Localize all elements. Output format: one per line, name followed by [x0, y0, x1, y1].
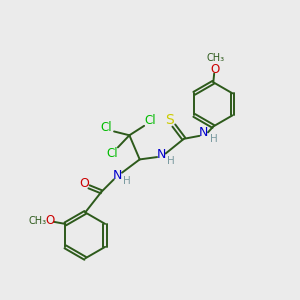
Text: N: N — [113, 169, 122, 182]
Text: Cl: Cl — [100, 122, 112, 134]
Text: Cl: Cl — [106, 147, 118, 160]
Text: N: N — [157, 148, 167, 161]
Text: O: O — [210, 63, 219, 76]
Text: O: O — [45, 214, 55, 227]
Text: H: H — [167, 156, 175, 166]
Text: N: N — [199, 126, 208, 140]
Text: CH₃: CH₃ — [28, 216, 47, 226]
Text: Cl: Cl — [144, 114, 156, 127]
Text: H: H — [210, 134, 218, 144]
Text: CH₃: CH₃ — [206, 52, 224, 62]
Text: S: S — [165, 113, 173, 127]
Text: O: O — [80, 177, 90, 190]
Text: H: H — [123, 176, 131, 186]
